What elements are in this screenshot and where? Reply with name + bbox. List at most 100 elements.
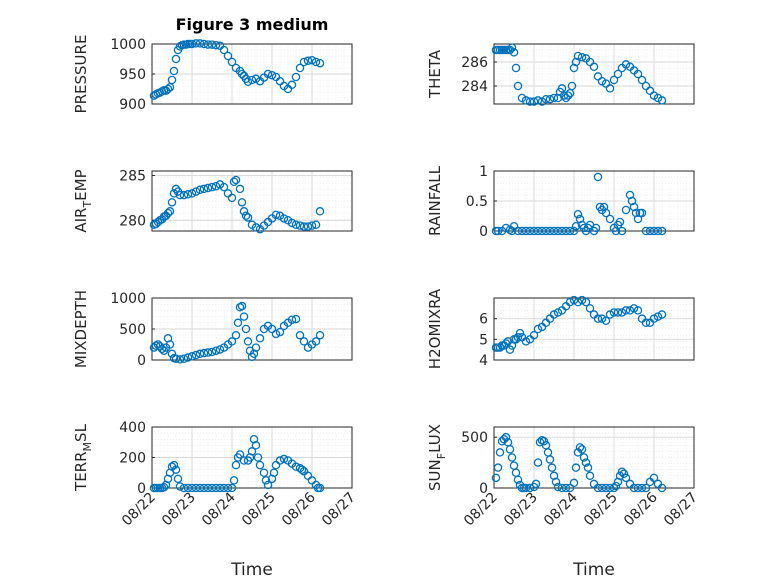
data-point [199,39,209,49]
data-point [545,455,555,464]
data-point [223,51,233,61]
data-point [287,218,297,228]
data-point [613,308,623,317]
data-point [299,222,309,231]
data-point [521,483,531,493]
data-point [165,207,175,216]
data-point [633,306,643,315]
data-point [557,483,567,493]
data-point [315,483,325,493]
data-point [211,40,221,50]
data-point [203,40,213,49]
data-point [311,337,321,346]
data-point [243,337,253,346]
x-tick-label: 08/26 [621,489,661,529]
data-point [585,304,595,313]
y-tick-label: 0 [479,224,488,240]
data-point [299,57,309,67]
y-tick-label: 285 [119,168,146,184]
data-point [303,222,313,231]
data-point [235,303,245,312]
data-point [569,295,579,305]
data-point [571,221,581,231]
data-point [229,177,239,186]
data-point [641,483,651,493]
y-axis-label: RAINFALL [426,165,444,236]
y-tick-label: 950 [119,67,146,83]
y-tick-label: 400 [119,420,146,436]
data-point [621,306,631,315]
data-point [157,344,167,354]
y-tick-label: 5 [479,332,488,348]
data-point [203,348,213,357]
data-point [191,350,201,360]
data-point [561,483,571,493]
data-point [163,208,173,218]
data-point [515,328,525,338]
data-point [601,483,611,493]
data-point [629,483,639,493]
data-point [641,226,651,236]
data-point [611,481,621,491]
data-point [211,346,221,355]
data-point [315,207,325,216]
data-point [649,226,659,236]
data-point [577,295,587,305]
data-point [509,48,519,57]
y-tick-label: 1000 [110,291,146,307]
data-point [549,310,559,319]
data-point [593,172,603,182]
data-point [237,198,247,207]
y-tick-label: 900 [119,97,146,113]
data-point [259,468,269,477]
data-point [251,223,261,232]
data-point [649,314,659,323]
subplot-rainfall: 0 0.5 1 RAINFALL [426,164,695,240]
data-point [507,226,517,236]
data-point [601,316,611,325]
data-point [517,226,527,236]
x-tick-label: 08/27 [661,490,701,530]
y-tick-label: 200 [119,451,146,467]
data-point [505,445,515,454]
data-point [507,43,517,52]
data-point [575,443,585,452]
data-point [591,223,601,233]
y-tick-label: 286 [461,55,488,71]
data-point [233,318,243,328]
data-point [171,354,181,364]
data-point [573,297,583,307]
figure-title: Figure 3 medium [176,15,329,34]
data-point [553,308,563,317]
y-tick-label: 0.5 [466,194,488,210]
data-point [263,480,273,490]
x-axis-label-left: Time [230,560,273,580]
data-point [175,355,185,364]
data-point [513,226,523,236]
data-point [229,476,239,485]
data-point [243,77,253,87]
data-point [605,310,615,319]
data-point [207,182,217,192]
data-point [239,312,249,321]
data-point [253,453,263,462]
data-point [549,93,559,103]
y-tick-label: 1 [479,164,488,180]
y-axis-label: TERRMSL [72,423,94,492]
data-point [243,213,253,222]
data-point [195,349,205,359]
data-point [203,483,213,493]
y-axis-label: SUNFLUX [426,424,448,491]
data-point [585,471,595,481]
data-point [621,205,631,215]
data-point [557,226,567,236]
data-point [581,297,591,307]
axes-box [493,297,695,361]
data-point [529,97,539,106]
data-point [169,66,179,76]
data-point [315,58,325,68]
data-point [179,354,189,364]
y-tick-label: 500 [461,430,488,446]
